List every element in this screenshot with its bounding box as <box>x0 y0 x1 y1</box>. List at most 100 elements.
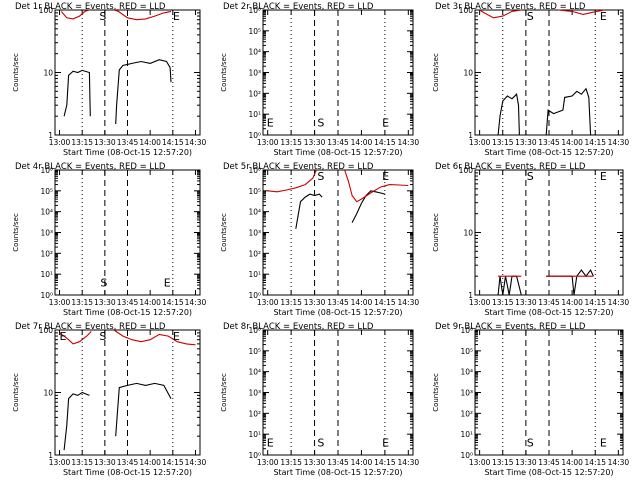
y-tick-label: 10⁰ <box>40 291 53 300</box>
marker-label: E <box>164 277 171 290</box>
events-series-line <box>497 275 522 296</box>
events-series-line <box>63 69 91 117</box>
y-tick-label: 10³ <box>248 389 261 398</box>
plot-title: Det 3r BLACK = Events, RED = LLD <box>435 2 586 12</box>
x-tick-label: 14:15 <box>584 138 606 147</box>
y-tick-label: 10³ <box>460 389 473 398</box>
x-tick-label: 13:30 <box>515 138 537 147</box>
y-tick-label: 10⁴ <box>460 368 473 377</box>
y-tick-label: 100 <box>39 6 54 15</box>
marker-label: S <box>317 437 324 450</box>
x-tick-label: 14:30 <box>608 298 630 307</box>
events-series-line <box>295 193 323 229</box>
y-axis-label: Counts/sec <box>220 213 228 252</box>
y-axis-label: Counts/sec <box>12 373 20 412</box>
y-tick-label: 10³ <box>248 229 261 238</box>
x-axis-label: Start Time (08-Oct-15 12:57:20) <box>484 148 613 157</box>
y-tick-label: 10⁰ <box>460 451 473 460</box>
y-tick-label: 10⁰ <box>248 451 261 460</box>
lld-series-line <box>60 9 90 20</box>
y-tick-label: 1 <box>48 451 53 460</box>
lld-series-line <box>344 169 409 203</box>
y-axis-label: Counts/sec <box>432 373 440 412</box>
x-tick-label: 13:15 <box>492 458 514 467</box>
y-tick-label: 10 <box>463 69 473 78</box>
plot-title: Det 1r BLACK = Events, RED = LLD <box>15 2 166 12</box>
marker-label: E <box>382 117 389 130</box>
events-series-line <box>545 87 592 136</box>
x-axis-label: Start Time (08-Oct-15 12:57:20) <box>273 148 402 157</box>
marker-label: S <box>317 117 324 130</box>
detector-panel: Det 7r BLACK = Events, RED = LLD Start Ti… <box>12 322 206 477</box>
lld-series-line <box>267 169 317 193</box>
y-tick-label: 10² <box>248 249 261 258</box>
y-axis-label: Counts/sec <box>12 213 20 252</box>
y-tick-label: 10⁰ <box>248 291 261 300</box>
x-tick-label: 14:00 <box>139 138 161 147</box>
x-tick-label: 13:00 <box>469 298 491 307</box>
x-tick-label: 14:30 <box>398 138 420 147</box>
y-tick-label: 10⁰ <box>248 131 261 140</box>
y-tick-label: 10² <box>248 409 261 418</box>
x-axis-label: Start Time (08-Oct-15 12:57:20) <box>63 148 192 157</box>
events-series-line <box>63 391 90 451</box>
x-axis-label: Start Time (08-Oct-15 12:57:20) <box>484 308 613 317</box>
plot-title: Det 6r BLACK = Events, RED = LLD <box>435 162 586 172</box>
y-tick-label: 10⁴ <box>248 208 261 217</box>
x-tick-label: 14:30 <box>608 138 630 147</box>
x-tick-label: 13:15 <box>71 138 93 147</box>
y-tick-label: 10¹ <box>248 110 261 119</box>
x-tick-label: 13:45 <box>327 298 349 307</box>
x-tick-label: 14:00 <box>351 138 373 147</box>
y-tick-label: 1 <box>468 291 473 300</box>
x-tick-label: 14:00 <box>139 458 161 467</box>
marker-label: S <box>527 170 534 183</box>
x-tick-label: 13:30 <box>94 298 116 307</box>
x-tick-label: 13:00 <box>469 458 491 467</box>
x-tick-label: 13:30 <box>304 138 326 147</box>
marker-label: S <box>527 437 534 450</box>
x-tick-label: 13:45 <box>117 458 139 467</box>
x-tick-label: 13:30 <box>515 298 537 307</box>
y-tick-label: 10¹ <box>40 270 53 279</box>
y-tick-label: 10³ <box>40 229 53 238</box>
x-tick-label: 13:15 <box>280 458 302 467</box>
x-axis-label: Start Time (08-Oct-15 12:57:20) <box>273 468 402 477</box>
x-tick-label: 14:00 <box>561 298 583 307</box>
marker-label: S <box>527 10 534 23</box>
marker-label: E <box>600 437 607 450</box>
x-tick-label: 14:15 <box>584 298 606 307</box>
y-tick-label: 10⁶ <box>248 6 261 15</box>
y-tick-label: 10⁵ <box>248 187 261 196</box>
x-tick-label: 13:15 <box>71 298 93 307</box>
x-tick-label: 14:30 <box>185 298 207 307</box>
events-series-line <box>115 382 172 437</box>
plot-title: Det 9r BLACK = Events, RED = LLD <box>435 322 586 332</box>
y-tick-label: 10 <box>463 229 473 238</box>
x-tick-label: 14:15 <box>162 298 184 307</box>
x-tick-label: 13:00 <box>257 138 279 147</box>
y-tick-label: 10⁴ <box>248 48 261 57</box>
x-tick-label: 14:00 <box>351 458 373 467</box>
x-tick-label: 14:15 <box>374 138 396 147</box>
x-tick-label: 13:30 <box>515 458 537 467</box>
lld-series-line <box>59 331 92 345</box>
x-tick-label: 14:00 <box>351 298 373 307</box>
y-tick-label: 10⁵ <box>248 347 261 356</box>
x-tick-label: 14:30 <box>185 458 207 467</box>
marker-label: E <box>382 170 389 183</box>
marker-label: E <box>382 437 389 450</box>
y-tick-label: 10⁴ <box>248 368 261 377</box>
plot-title: Det 2r BLACK = Events, RED = LLD <box>223 2 374 12</box>
detector-panel: Det 4r BLACK = Events, RED = LLD Start Ti… <box>12 162 206 317</box>
x-tick-label: 13:45 <box>327 138 349 147</box>
x-axis-label: Start Time (08-Oct-15 12:57:20) <box>273 308 402 317</box>
x-tick-label: 14:30 <box>398 458 420 467</box>
lld-series-line <box>479 9 522 19</box>
x-tick-label: 14:15 <box>162 458 184 467</box>
marker-label: S <box>99 10 106 23</box>
plot-title: Det 8r BLACK = Events, RED = LLD <box>223 322 374 332</box>
y-tick-label: 100 <box>39 326 54 335</box>
lld-series-line <box>113 329 196 346</box>
